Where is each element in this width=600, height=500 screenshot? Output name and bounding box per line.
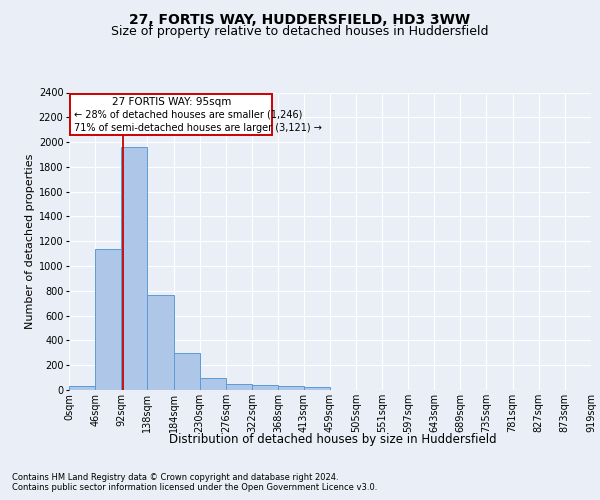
Bar — [200, 378, 226, 390]
Text: Contains HM Land Registry data © Crown copyright and database right 2024.: Contains HM Land Registry data © Crown c… — [12, 472, 338, 482]
Bar — [121, 147, 148, 390]
Bar — [304, 388, 330, 390]
Bar — [95, 248, 121, 390]
Text: Contains public sector information licensed under the Open Government Licence v3: Contains public sector information licen… — [12, 484, 377, 492]
Text: 27 FORTIS WAY: 95sqm: 27 FORTIS WAY: 95sqm — [112, 97, 231, 107]
Bar — [173, 353, 200, 390]
Bar — [69, 386, 95, 390]
Bar — [226, 384, 252, 390]
Text: 27, FORTIS WAY, HUDDERSFIELD, HD3 3WW: 27, FORTIS WAY, HUDDERSFIELD, HD3 3WW — [130, 12, 470, 26]
Bar — [70, 94, 272, 136]
Text: ← 28% of detached houses are smaller (1,246): ← 28% of detached houses are smaller (1,… — [74, 110, 302, 120]
Y-axis label: Number of detached properties: Number of detached properties — [25, 154, 35, 329]
Bar — [252, 385, 278, 390]
Bar — [278, 386, 304, 390]
Text: Size of property relative to detached houses in Huddersfield: Size of property relative to detached ho… — [111, 25, 489, 38]
Bar — [148, 294, 173, 390]
Text: Distribution of detached houses by size in Huddersfield: Distribution of detached houses by size … — [169, 432, 497, 446]
Text: 71% of semi-detached houses are larger (3,121) →: 71% of semi-detached houses are larger (… — [74, 123, 322, 133]
